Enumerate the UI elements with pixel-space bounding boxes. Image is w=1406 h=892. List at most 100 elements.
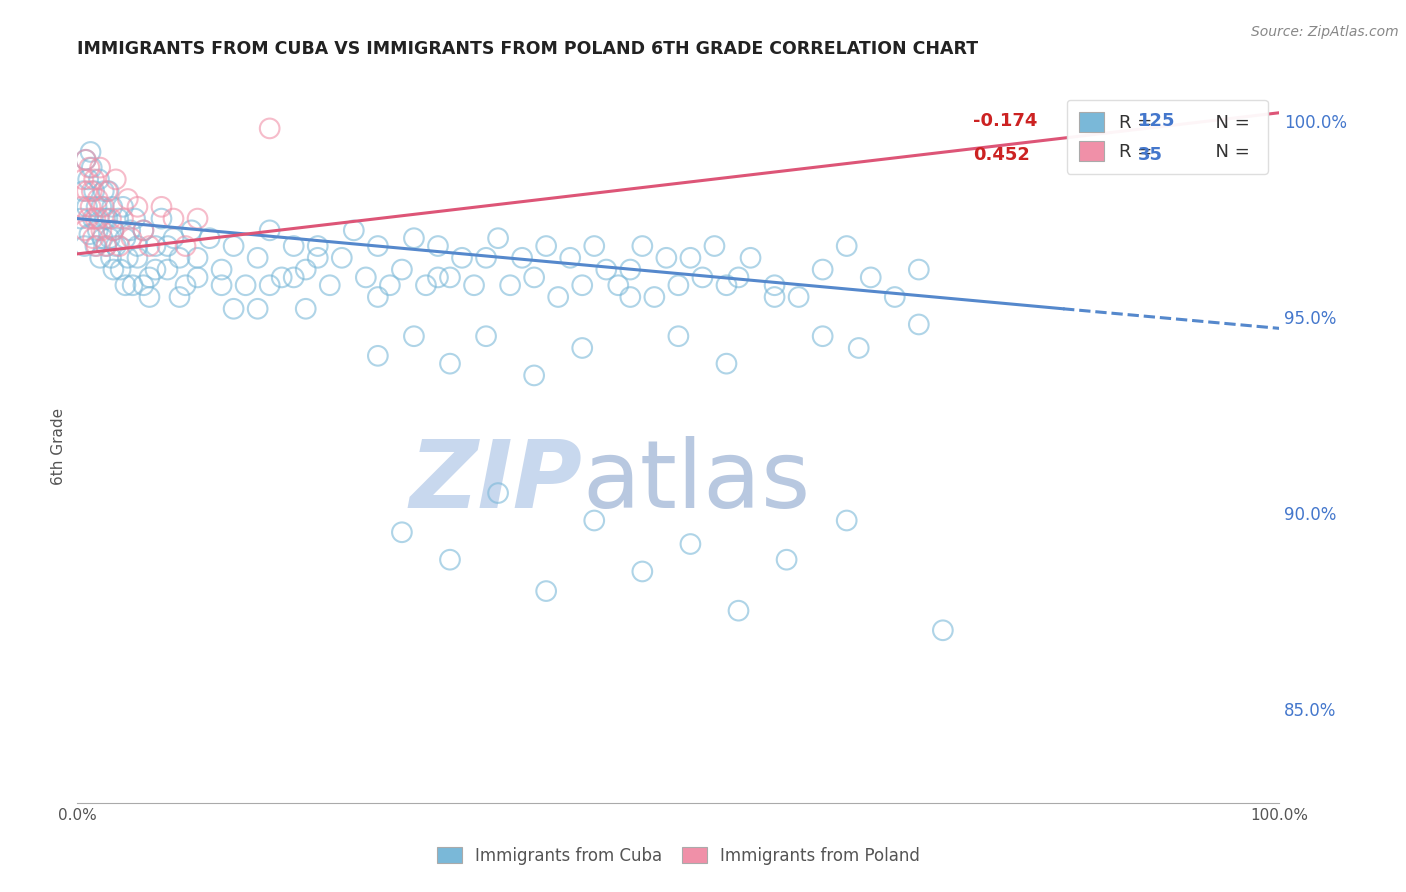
Point bbox=[307, 239, 329, 253]
Point bbox=[523, 368, 546, 383]
Point bbox=[79, 227, 101, 242]
Point bbox=[343, 223, 366, 237]
Point bbox=[222, 301, 245, 316]
Point bbox=[108, 239, 131, 253]
Text: IMMIGRANTS FROM CUBA VS IMMIGRANTS FROM POLAND 6TH GRADE CORRELATION CHART: IMMIGRANTS FROM CUBA VS IMMIGRANTS FROM … bbox=[77, 40, 979, 58]
Point bbox=[156, 239, 179, 253]
Point bbox=[98, 231, 121, 245]
Point bbox=[87, 223, 110, 237]
Point bbox=[73, 223, 96, 237]
Point bbox=[77, 211, 100, 226]
Point bbox=[510, 251, 533, 265]
Point bbox=[89, 161, 111, 175]
Point bbox=[162, 231, 184, 245]
Point bbox=[378, 278, 401, 293]
Point bbox=[169, 251, 191, 265]
Point bbox=[259, 223, 281, 237]
Point bbox=[391, 525, 413, 540]
Point bbox=[908, 262, 931, 277]
Point bbox=[82, 211, 104, 226]
Point bbox=[103, 262, 125, 277]
Point bbox=[132, 278, 155, 293]
Point bbox=[87, 192, 110, 206]
Point bbox=[97, 184, 120, 198]
Point bbox=[86, 239, 108, 253]
Point bbox=[451, 251, 474, 265]
Point bbox=[83, 172, 105, 186]
Point bbox=[679, 537, 702, 551]
Point bbox=[367, 290, 389, 304]
Point bbox=[174, 278, 197, 293]
Point bbox=[82, 231, 104, 245]
Point bbox=[174, 239, 197, 253]
Point bbox=[427, 239, 450, 253]
Point bbox=[294, 301, 316, 316]
Point bbox=[811, 262, 834, 277]
Point bbox=[631, 565, 654, 579]
Point bbox=[94, 211, 117, 226]
Point bbox=[534, 584, 557, 599]
Point bbox=[259, 278, 281, 293]
Point bbox=[367, 349, 389, 363]
Point bbox=[110, 262, 132, 277]
Point bbox=[75, 153, 97, 167]
Point bbox=[75, 153, 97, 167]
Point bbox=[307, 251, 329, 265]
Point bbox=[727, 270, 749, 285]
Point bbox=[90, 223, 112, 237]
Point bbox=[100, 211, 122, 226]
Point bbox=[246, 301, 269, 316]
Point bbox=[93, 200, 115, 214]
Point bbox=[150, 211, 173, 226]
Point bbox=[198, 231, 221, 245]
Point bbox=[162, 211, 184, 226]
Point bbox=[87, 172, 110, 186]
Point bbox=[86, 200, 108, 214]
Point bbox=[127, 200, 149, 214]
Point bbox=[763, 278, 786, 293]
Point bbox=[70, 211, 93, 226]
Point bbox=[354, 270, 377, 285]
Point bbox=[79, 200, 101, 214]
Point bbox=[187, 251, 209, 265]
Point bbox=[127, 251, 149, 265]
Point bbox=[595, 262, 617, 277]
Point bbox=[439, 357, 461, 371]
Point bbox=[84, 239, 107, 253]
Point bbox=[716, 357, 738, 371]
Point bbox=[120, 231, 142, 245]
Point bbox=[475, 329, 498, 343]
Point bbox=[111, 200, 134, 214]
Point bbox=[121, 278, 143, 293]
Point bbox=[619, 262, 641, 277]
Point bbox=[222, 239, 245, 253]
Point bbox=[631, 239, 654, 253]
Point bbox=[187, 211, 209, 226]
Point bbox=[150, 200, 173, 214]
Point bbox=[787, 290, 810, 304]
Point bbox=[727, 604, 749, 618]
Point bbox=[114, 231, 136, 245]
Point bbox=[138, 239, 160, 253]
Point bbox=[547, 290, 569, 304]
Text: 125: 125 bbox=[1137, 112, 1175, 129]
Point bbox=[367, 239, 389, 253]
Point bbox=[145, 262, 167, 277]
Point bbox=[132, 223, 155, 237]
Point bbox=[84, 211, 107, 226]
Point bbox=[402, 231, 425, 245]
Point bbox=[775, 552, 797, 566]
Point bbox=[235, 278, 257, 293]
Point bbox=[87, 211, 110, 226]
Point bbox=[523, 270, 546, 285]
Point bbox=[848, 341, 870, 355]
Point bbox=[583, 514, 606, 528]
Point bbox=[72, 172, 94, 186]
Point bbox=[908, 318, 931, 332]
Point bbox=[73, 239, 96, 253]
Point bbox=[104, 172, 127, 186]
Point bbox=[93, 184, 115, 198]
Text: Source: ZipAtlas.com: Source: ZipAtlas.com bbox=[1251, 25, 1399, 39]
Point bbox=[72, 184, 94, 198]
Point bbox=[103, 223, 125, 237]
